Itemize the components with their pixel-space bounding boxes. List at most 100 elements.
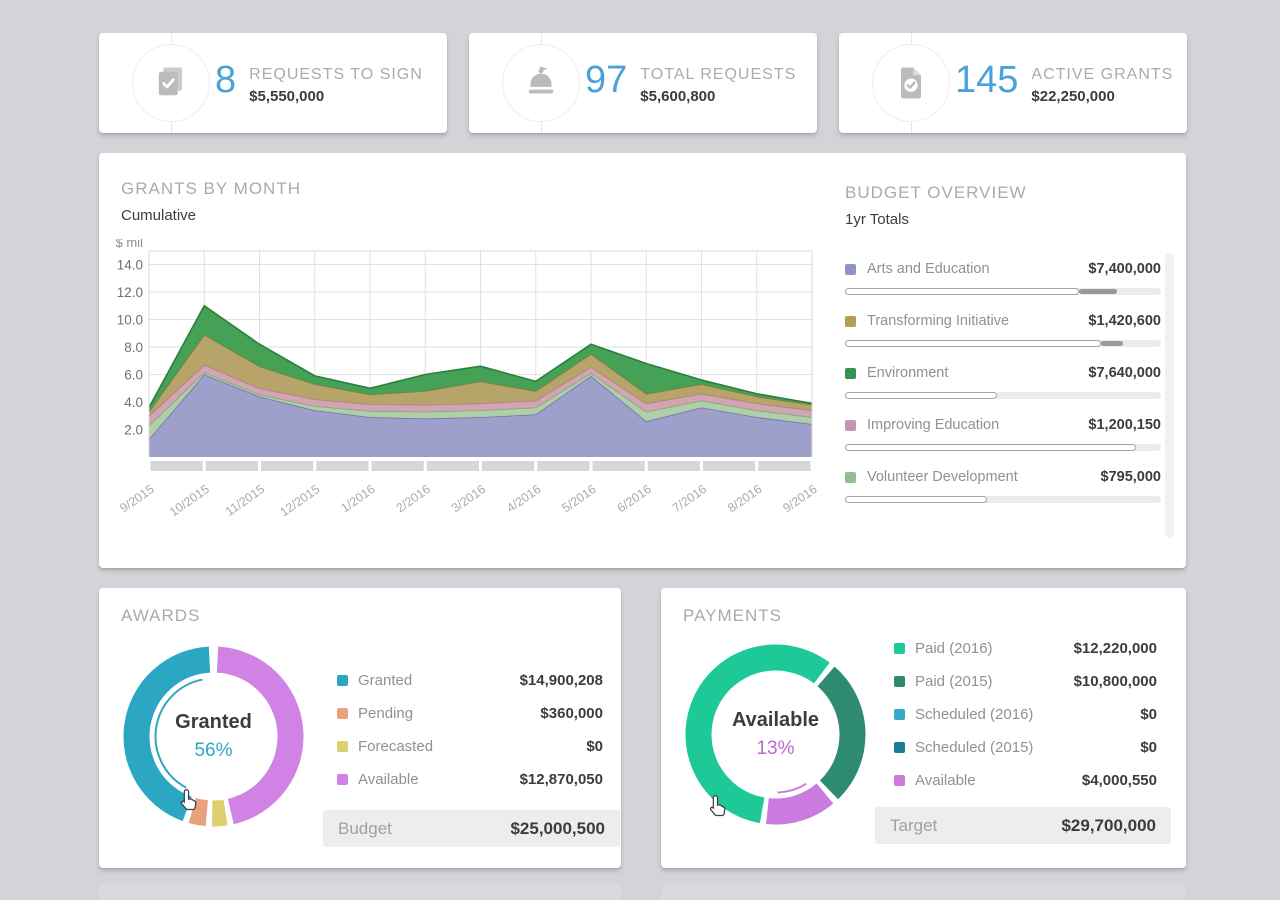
legend-color-swatch [337,708,348,719]
budget-item-label: Transforming Initiative [867,313,1010,329]
requests-to-sign-count: 8 [215,59,237,101]
awards-budget-amount: $25,000,500 [510,818,605,838]
legend-amount: $12,220,000 [1073,640,1157,657]
budget-item-progress-bar [845,392,1161,399]
chart-scrollbar-segment[interactable] [758,461,811,471]
x-axis-tick-label: 12/2015 [277,482,322,519]
requests-to-sign-amount: $5,550,000 [249,88,325,105]
requests-to-sign-label: REQUESTS TO SIGN [249,66,423,83]
x-axis-tick-label: 10/2015 [167,482,212,519]
grant-document-icon [901,67,921,99]
legend-label: Pending [358,705,414,722]
legend-label: Forecasted [358,738,434,755]
chart-scrollbar-segment[interactable] [150,461,203,471]
chart-scrollbar-segment[interactable] [647,461,700,471]
payments-donut-wrap: Available 13% [683,642,868,827]
budget-item-color-swatch [845,471,856,483]
budget-item: Volunteer Development $795,000 [845,467,1161,503]
legend-color-swatch [337,741,348,752]
payments-target-total-row: Target $29,700,000 [875,807,1171,844]
total-requests-label: TOTAL REQUESTS [640,66,797,83]
legend-label: Available [358,771,419,788]
donut-segment-paid-2015-[interactable] [817,666,866,800]
x-axis-tick-label: 6/2016 [615,482,654,515]
budget-item-progress-bar [845,496,1161,503]
donut-segment-forecasted[interactable] [211,799,228,827]
area-series-arts-and-education[interactable] [149,374,812,458]
x-axis-tick-label: 5/2016 [559,482,598,515]
grants-by-month-title: GRANTS BY MONTH [121,179,301,198]
area-series-environment[interactable] [149,305,812,412]
y-axis-tick-label: 2.0 [124,423,143,438]
requests-to-sign-card[interactable]: 8 REQUESTS TO SIGN $5,550,000 [99,33,447,133]
y-axis-unit-label: $ mil [116,239,144,250]
budget-item-amount: $1,200,150 [1088,417,1161,433]
area-series-transforming-initiative[interactable] [149,334,812,416]
legend-color-swatch [894,709,905,720]
budget-item-progress-bar [845,444,1161,451]
grants-by-month-area-chart[interactable]: 2.0 4.0 6.0 8.0 10.0 12.0 14.0 $ mil 9/2015 10/20… [113,239,823,539]
budget-overview-scrollbar[interactable] [1165,253,1174,538]
budget-item-progress-outline [845,288,1079,295]
y-axis-tick-label: 10.0 [117,313,143,328]
budget-overview-list: Arts and Education $7,400,000 Transforming… [845,259,1161,519]
budget-item-label: Environment [867,365,949,381]
donut-segment-paid-2016-[interactable] [685,644,830,824]
chart-scrollbar-segment[interactable] [482,461,535,471]
donut-segment-granted[interactable] [123,646,211,822]
x-axis-tick-label: 2/2016 [394,482,433,515]
legend-row: Scheduled (2015) $0 [894,731,1157,764]
area-series-improving-education[interactable] [149,364,812,426]
donut-selection-arc [777,782,807,794]
active-grants-amount: $22,250,000 [1031,88,1115,105]
donut-segment-available[interactable] [766,783,834,825]
chart-scrollbar-segment[interactable] [703,461,756,471]
legend-label: Granted [358,672,413,689]
awards-donut-chart[interactable] [121,644,306,829]
donut-segment-available[interactable] [216,646,304,825]
legend-amount: $360,000 [540,705,603,722]
chart-scrollbar-segment[interactable] [316,461,369,471]
budget-item-label: Arts and Education [867,261,990,277]
chart-scrollbar-segment[interactable] [205,461,258,471]
x-axis-tick-label: 8/2016 [725,482,764,515]
budget-item-progress-outline [845,444,1136,451]
legend-row: Scheduled (2016) $0 [894,698,1157,731]
payments-legend: Paid (2016) $12,220,000 Paid (2015) $10,800… [894,632,1157,797]
chart-scrollbar-segment[interactable] [371,461,424,471]
budget-item-progress-outline [845,496,988,503]
x-axis-tick-label: 11/2015 [223,482,267,519]
budget-item-progress-marker [1100,341,1124,346]
budget-item-label: Volunteer Development [867,469,1018,485]
total-requests-card[interactable]: 97 TOTAL REQUESTS $5,600,800 [469,33,817,133]
budget-item: Improving Education $1,200,150 [845,415,1161,451]
y-axis-tick-label: 12.0 [117,285,143,300]
legend-label: Paid (2015) [915,673,993,690]
payments-donut-chart[interactable] [683,642,868,827]
budget-item-amount: $7,400,000 [1088,261,1161,277]
chart-scrollbar-segment[interactable] [426,461,479,471]
budget-item-progress-bar [845,288,1161,295]
legend-amount: $0 [586,738,603,755]
total-requests-count: 97 [585,59,628,101]
awards-title: AWARDS [121,606,201,625]
budget-item-color-swatch [845,419,856,431]
legend-amount: $0 [1140,739,1157,756]
legend-amount: $4,000,550 [1081,772,1157,789]
grants-by-month-panel: GRANTS BY MONTH Cumulative 2.0 4.0 6.0 8.0 1… [99,153,1186,568]
x-axis-tick-label: 9/2016 [780,482,819,515]
x-axis-tick-label: 1/2016 [338,482,377,515]
budget-item-progress-marker [1078,289,1117,294]
active-grants-card[interactable]: 145 ACTIVE GRANTS $22,250,000 [839,33,1187,133]
budget-overview-title: BUDGET OVERVIEW [845,183,1027,202]
legend-row: Granted $14,900,208 [337,664,603,697]
legend-amount: $0 [1140,706,1157,723]
chart-scrollbar-segment[interactable] [261,461,314,471]
budget-item-color-swatch [845,315,856,327]
chart-scrollbar-segment[interactable] [537,461,590,471]
y-axis-tick-label: 4.0 [124,395,143,410]
awards-panel: AWARDS Granted 56% Granted $14,900,208 Pen… [99,588,621,868]
donut-segment-pending[interactable] [188,798,208,827]
budget-overview-subtitle: 1yr Totals [845,211,909,228]
chart-scrollbar-segment[interactable] [592,461,645,471]
